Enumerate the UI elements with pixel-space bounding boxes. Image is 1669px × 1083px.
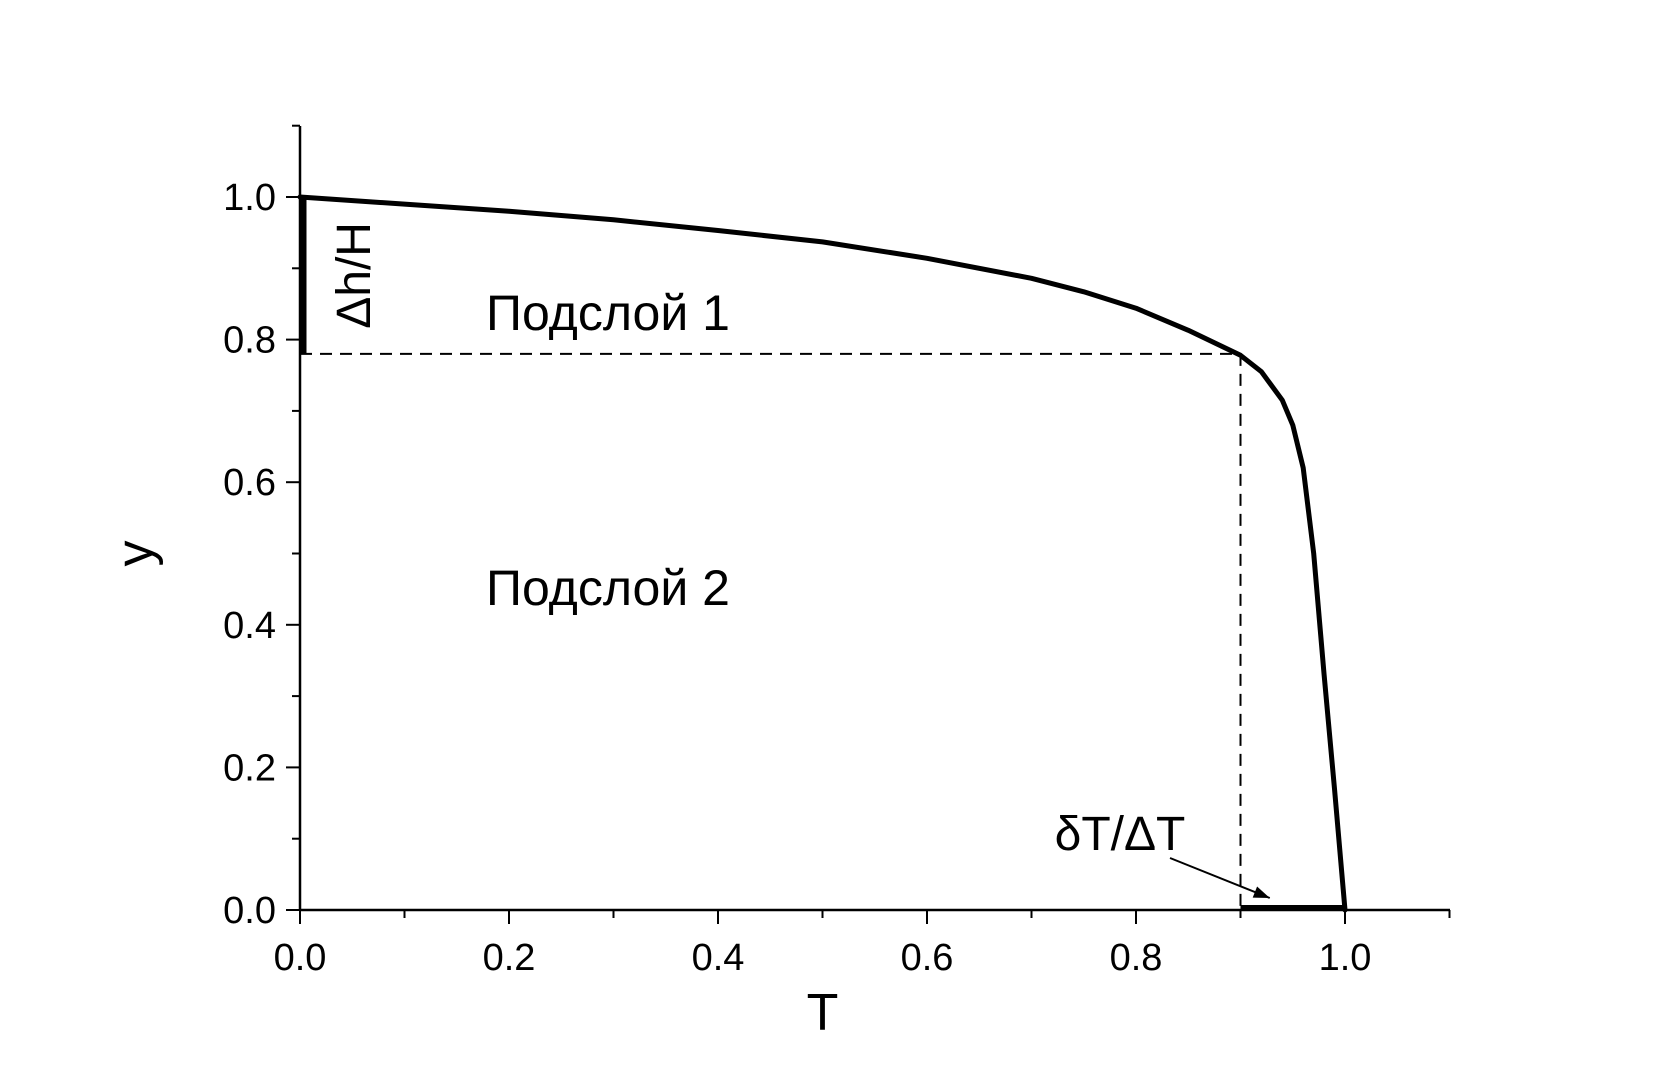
y-tick-label: 0.0: [223, 890, 276, 932]
dt-arrow-head: [1252, 886, 1270, 898]
y-tick-label: 0.6: [223, 462, 276, 504]
x-axis-title: T: [807, 984, 839, 1042]
reference-lines: [300, 352, 1242, 910]
region1-label: Подслой 1: [486, 285, 730, 341]
y-tick-label: 0.2: [223, 747, 276, 789]
x-tick-label: 0.4: [692, 937, 745, 979]
dt-arrow: [1169, 857, 1271, 899]
y-tick-label: 0.4: [223, 605, 276, 647]
x-tick-label: 0.8: [1110, 937, 1163, 979]
y-tick-label: 0.8: [223, 320, 276, 362]
x-tick-label: 0.6: [901, 937, 954, 979]
ticks: [286, 124, 1451, 924]
y-tick-label: 1.0: [223, 177, 276, 219]
axes: [298, 126, 1450, 912]
curve-line: [297, 194, 1348, 913]
tick-labels: 0.0 0.2 0.4 0.6 0.8 1.0 0.0 0.2 0.4 0.6 0.8 1.0: [223, 177, 1371, 979]
thick-segments: [299, 197, 1345, 911]
dt-arrow-line: [1169, 857, 1271, 899]
x-tick-label: 0.0: [274, 937, 327, 979]
curve-group: [297, 194, 1348, 913]
x-tick-label: 0.2: [483, 937, 536, 979]
dt-label: δT/ΔT: [1055, 808, 1186, 861]
dh-label: Δh/H: [328, 222, 381, 329]
y-axis-title: y: [106, 541, 164, 567]
x-tick-label: 1.0: [1319, 937, 1372, 979]
region2-label: Подслой 2: [486, 560, 730, 616]
